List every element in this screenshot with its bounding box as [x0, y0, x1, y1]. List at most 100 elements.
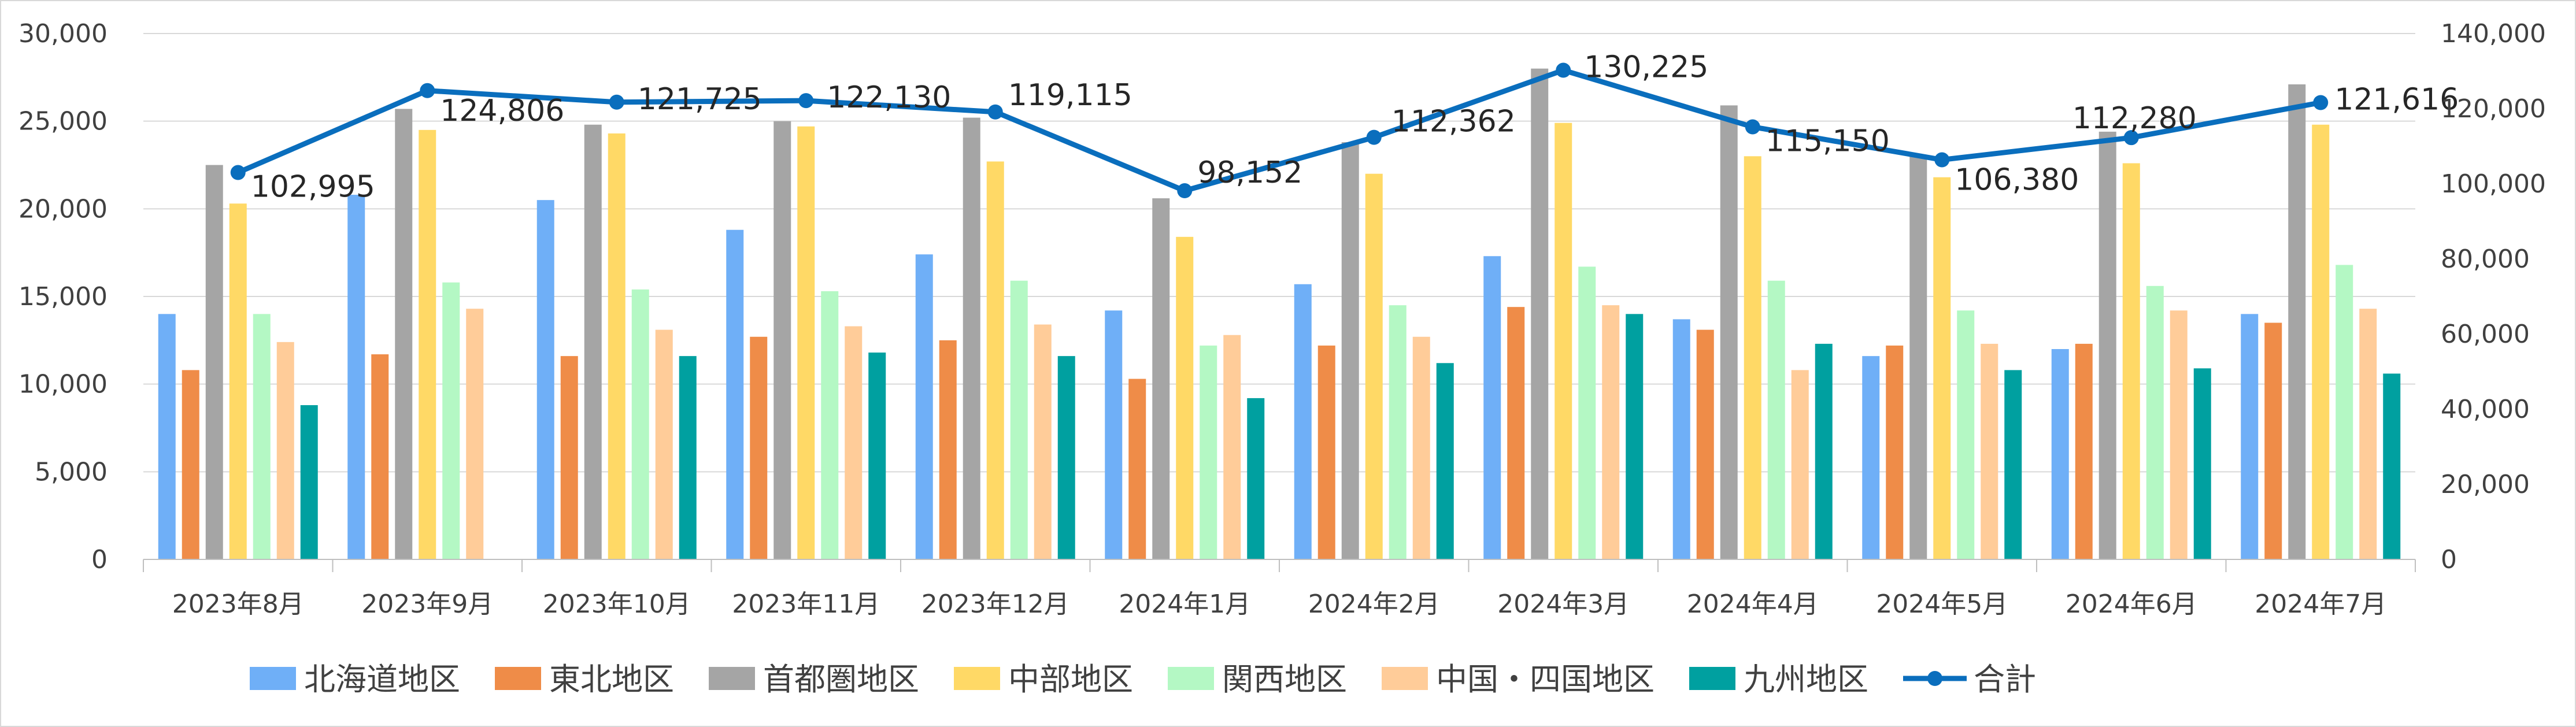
bar — [679, 356, 697, 559]
bar — [1200, 345, 1217, 559]
total-data-label: 121,725 — [638, 82, 762, 117]
y-axis-tick-label: 10,000 — [18, 370, 108, 399]
y2-axis-tick-label: 80,000 — [2441, 244, 2530, 274]
bar — [1176, 236, 1194, 559]
bar-series — [158, 68, 2401, 560]
x-axis-category-label: 2023年8月 — [172, 589, 304, 619]
total-data-label: 112,280 — [2072, 101, 2197, 136]
bar — [1294, 284, 1312, 559]
bar — [536, 200, 554, 560]
total-data-label: 124,806 — [440, 94, 564, 128]
bar — [205, 165, 223, 559]
x-axis-category-label: 2023年9月 — [361, 589, 493, 619]
bar — [2146, 285, 2164, 559]
x-axis-category-label: 2024年3月 — [1497, 589, 1629, 619]
legend-label: 東北地区 — [549, 661, 674, 698]
bar — [1412, 336, 1430, 559]
bar — [253, 314, 271, 559]
bar — [466, 309, 484, 559]
bar — [2122, 163, 2140, 559]
y2-axis-tick-label: 140,000 — [2441, 19, 2546, 49]
x-axis-category-label: 2024年1月 — [1119, 589, 1250, 619]
bar — [1791, 370, 1809, 559]
bar — [1578, 266, 1596, 559]
bar — [1862, 356, 1880, 559]
bar — [2193, 368, 2211, 559]
bar — [1957, 310, 1975, 559]
bar — [986, 161, 1004, 559]
legend-swatch — [709, 667, 755, 690]
bar — [1507, 307, 1525, 559]
total-line-series: 102,995 124,806 121,725 122,130 119,115 98,15… — [230, 50, 2459, 205]
total-point — [609, 94, 624, 110]
bar — [2264, 322, 2282, 559]
total-point — [2313, 95, 2329, 110]
total-point — [987, 104, 1003, 120]
bar — [560, 356, 578, 559]
bar — [1057, 356, 1075, 559]
legend: 北海道地区 東北地区 首都圏地区 中部地区 関西地区 中国・四国地区 九州地区 合計 — [250, 661, 2036, 698]
bar — [1365, 173, 1383, 560]
y2-axis-tick-label: 120,000 — [2441, 94, 2546, 124]
total-data-label: 115,150 — [1766, 124, 1890, 159]
bar — [631, 289, 649, 559]
x-axis-category-label: 2024年4月 — [1687, 589, 1819, 619]
total-point — [230, 165, 246, 180]
legend-label: 合計 — [1974, 661, 2036, 698]
bar — [2359, 309, 2377, 559]
bar — [1886, 345, 1904, 559]
bar — [608, 133, 626, 559]
gridlines — [143, 33, 2415, 473]
bar — [1981, 343, 1998, 559]
bar — [655, 329, 673, 559]
bar — [750, 336, 768, 559]
bar — [1767, 280, 1785, 559]
bar — [2098, 131, 2116, 559]
bar — [1815, 343, 1833, 559]
bar — [1128, 379, 1146, 559]
bar — [2004, 370, 2022, 559]
bar — [868, 353, 886, 559]
bar — [845, 326, 863, 559]
bar — [1034, 324, 1052, 559]
legend-label: 九州地区 — [1744, 661, 1868, 698]
bar — [1720, 105, 1738, 559]
x-axis-category-label: 2023年11月 — [732, 589, 880, 619]
bar — [1010, 280, 1028, 559]
y2-axis-tick-label: 100,000 — [2441, 169, 2546, 199]
total-data-label: 106,380 — [1955, 163, 2079, 198]
bar — [1317, 345, 1335, 559]
bar — [1626, 314, 1644, 559]
bar — [419, 129, 436, 560]
legend-swatch — [1689, 667, 1735, 690]
legend-marker — [1927, 671, 1942, 686]
total-point — [1556, 62, 1571, 78]
legend-swatch — [1382, 667, 1428, 690]
bar — [773, 121, 791, 559]
x-axis-category-label: 2024年6月 — [2066, 589, 2197, 619]
bar — [939, 340, 957, 559]
legend-label: 中国・四国地区 — [1436, 661, 1655, 698]
legend-label: 関西地区 — [1222, 661, 1347, 698]
bar — [584, 124, 602, 559]
bar — [347, 195, 365, 560]
y2-axis-tick-label: 40,000 — [2441, 395, 2530, 424]
bar — [1223, 335, 1241, 559]
bar — [2051, 349, 2069, 559]
bar — [229, 203, 247, 559]
bar — [300, 405, 318, 559]
total-point — [1366, 129, 1382, 145]
bar — [1531, 68, 1549, 559]
bar — [2336, 265, 2353, 559]
bar — [1602, 305, 1620, 559]
bar — [726, 229, 744, 559]
total-data-label: 119,115 — [1008, 78, 1132, 113]
total-point — [1745, 119, 1760, 135]
bar — [1555, 123, 1572, 559]
x-axis-category-label: 2024年5月 — [1876, 589, 2008, 619]
bar — [797, 126, 815, 559]
x-axis-category-label: 2024年2月 — [1308, 589, 1440, 619]
y-axis-tick-label: 25,000 — [18, 107, 108, 136]
legend-label: 中部地区 — [1008, 661, 1133, 698]
